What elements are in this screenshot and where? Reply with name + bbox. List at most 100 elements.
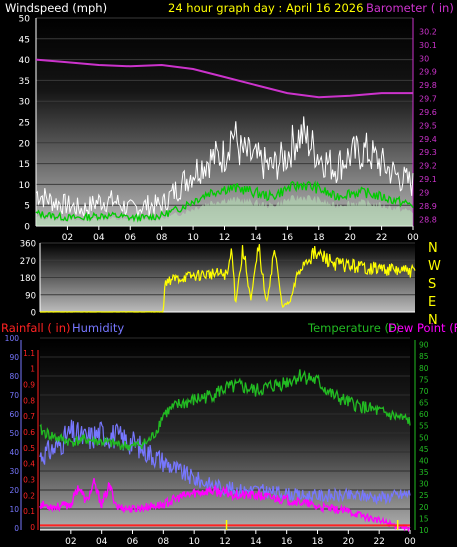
wind-y-tick-label: 15 — [19, 160, 30, 170]
wind-y-tick-label: 5 — [24, 202, 30, 212]
compass-label-s: S — [428, 277, 436, 292]
humidity-y-tick-label: 90 — [9, 353, 19, 362]
temperature-y-tick-label: 90 — [419, 341, 429, 350]
direction-y-tick-label: 0 — [31, 309, 36, 319]
temperature-x-tick-label: 16 — [281, 537, 293, 547]
wind-y-tick-label: 30 — [19, 98, 31, 108]
rainfall-y-tick-label: 0.1 — [23, 507, 35, 516]
wind-y-tick-label: 20 — [19, 139, 31, 149]
barometer-y-tick-label: 29.2 — [419, 162, 437, 171]
compass-label-w: W — [428, 259, 441, 274]
temperature-y-tick-label: 45 — [419, 445, 429, 454]
rainfall-y-tick-label: 0.4 — [23, 460, 35, 469]
temperature-line — [39, 369, 411, 452]
wind-x-tick-label: 02 — [62, 233, 73, 243]
direction-y-tick-label: 180 — [20, 274, 36, 284]
rainfall-y-tick-label: 0.6 — [23, 428, 35, 437]
wind-y-tick-label: 50 — [19, 15, 31, 25]
compass-label-e: E — [428, 295, 436, 310]
barometer-line — [35, 58, 413, 99]
rainfall-axis-label: Rainfall ( in) — [1, 321, 71, 335]
wind-gust-line — [35, 116, 414, 218]
humidity-y-tick-label: 50 — [9, 429, 19, 438]
temperature-y-tick-label: 20 — [419, 503, 429, 512]
barometer-y-tick-label: 30.2 — [419, 27, 437, 36]
wind-x-tick-label: 06 — [125, 233, 137, 243]
rainfall-y-tick-label: 0 — [30, 523, 35, 532]
humidity-y-tick-label: 70 — [9, 391, 19, 400]
humidity-y-tick-label: 20 — [9, 486, 19, 495]
direction-y-tick-label: 270 — [20, 257, 36, 267]
rainfall-y-tick-label: 0.7 — [23, 412, 35, 421]
temperature-x-tick-label: 22 — [373, 537, 384, 547]
humidity-y-tick-label: 30 — [9, 467, 19, 476]
temperature-y-tick-label: 50 — [419, 433, 429, 442]
barometer-y-tick-label: 29.7 — [419, 95, 437, 104]
wind-calm-area — [36, 194, 413, 226]
temperature-x-tick-label: 20 — [343, 537, 355, 547]
barometer-y-tick-label: 30.1 — [419, 41, 437, 50]
temperature-y-tick-label: 55 — [419, 422, 429, 431]
humidity-y-tick-label: 60 — [9, 410, 19, 419]
temperature-x-tick-label: 10 — [188, 537, 200, 547]
humidity-y-tick-label: 80 — [9, 372, 19, 381]
temperature-x-tick-label: 12 — [219, 537, 230, 547]
wind-x-tick-label: 20 — [344, 233, 356, 243]
barometer-y-tick-label: 29.9 — [419, 68, 437, 77]
barometer-y-tick-label: 29.1 — [419, 175, 437, 184]
temperature-y-tick-label: 60 — [419, 410, 429, 419]
temperature-x-tick-label: 04 — [96, 537, 108, 547]
temperature-x-tick-label: 00 — [404, 537, 416, 547]
barometer-y-tick-label: 29.4 — [419, 135, 437, 144]
temperature-y-tick-label: 40 — [419, 456, 429, 465]
wind-x-tick-label: 04 — [93, 233, 105, 243]
temperature-y-tick-label: 15 — [419, 514, 429, 523]
wind-title: Windspeed (mph) — [5, 1, 107, 15]
humidity-y-tick-label: 0 — [14, 524, 19, 533]
temperature-axis-label: Temperature (F) — [307, 321, 400, 335]
wind-y-tick-label: 45 — [19, 35, 30, 45]
graph-date-title: 24 hour graph day : April 16 2026 — [168, 1, 363, 15]
wind-direction-line — [40, 244, 416, 313]
compass-label-n-top: N — [428, 241, 438, 256]
temperature-y-tick-label: 75 — [419, 375, 429, 384]
temperature-y-tick-label: 30 — [419, 480, 429, 489]
wind-y-tick-label: 25 — [19, 119, 30, 129]
rainfall-y-tick-label: 0.8 — [23, 396, 35, 405]
rainfall-y-tick-label: 1.1 — [23, 349, 35, 358]
temperature-y-tick-label: 65 — [419, 399, 429, 408]
humidity-y-tick-label: 10 — [9, 505, 19, 514]
temperature-y-tick-label: 25 — [419, 491, 429, 500]
rainfall-y-tick-label: 0.5 — [23, 444, 35, 453]
wind-average-line — [35, 180, 414, 223]
temperature-y-tick-label: 85 — [419, 352, 429, 361]
barometer-title: Barometer ( in) — [366, 1, 454, 15]
barometer-y-tick-label: 29.8 — [419, 81, 437, 90]
temperature-x-tick-label: 02 — [65, 537, 76, 547]
humidity-y-tick-label: 100 — [5, 334, 20, 343]
wind-x-tick-label: 14 — [250, 233, 262, 243]
barometer-y-tick-label: 28.8 — [419, 215, 437, 224]
temperature-x-tick-label: 14 — [250, 537, 262, 547]
wind-x-tick-label: 22 — [376, 233, 387, 243]
humidity-y-tick-label: 40 — [9, 448, 19, 457]
humidity-axis-label: Humidity — [72, 321, 124, 335]
wind-y-tick-label: 0 — [24, 223, 30, 233]
temperature-x-tick-label: 18 — [312, 537, 324, 547]
rainfall-y-tick-label: 0.9 — [23, 381, 35, 390]
barometer-y-tick-label: 30 — [419, 54, 429, 63]
temperature-y-tick-label: 70 — [419, 387, 429, 396]
barometer-y-tick-label: 29.6 — [419, 108, 437, 117]
wind-y-tick-label: 10 — [19, 181, 31, 191]
rainfall-y-tick-label: 0.2 — [23, 491, 35, 500]
temperature-y-tick-label: 10 — [419, 526, 429, 535]
barometer-y-tick-label: 29.3 — [419, 148, 437, 157]
temperature-x-tick-label: 08 — [158, 537, 170, 547]
wind-x-tick-label: 18 — [313, 233, 325, 243]
wind-x-tick-label: 16 — [282, 233, 294, 243]
wind-x-tick-label: 00 — [407, 233, 419, 243]
direction-y-tick-label: 360 — [20, 240, 36, 250]
temperature-y-tick-label: 35 — [419, 468, 429, 477]
rainfall-y-tick-label: 1 — [30, 365, 35, 374]
